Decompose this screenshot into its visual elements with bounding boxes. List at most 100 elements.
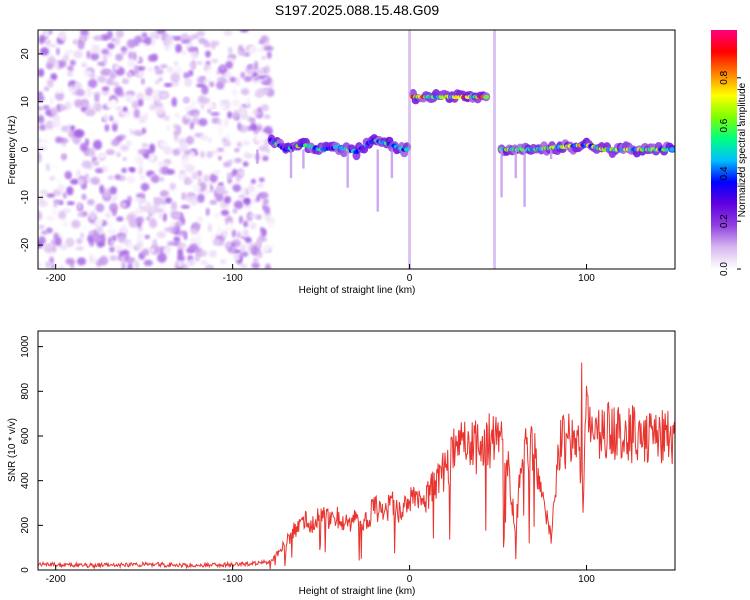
heatmap-cell [218,103,226,109]
heatmap-cell [89,132,94,138]
heatmap-cell [193,112,199,119]
heatmap-cell [216,147,225,153]
heatmap-cell [133,129,141,136]
heatmap-cell [76,88,85,97]
heatmap-cell [129,167,136,173]
heatmap-cell [136,232,144,242]
heatmap-cell [253,32,261,39]
heatmap-cell [219,99,230,105]
heatmap-cell [266,50,272,59]
heatmap-cell [250,118,256,126]
heatmap-cell [126,213,136,222]
heatmap-cell [109,255,118,262]
heatmap-cell [198,250,208,257]
y-tick-label: 0 [20,146,31,152]
heatmap-cell [240,88,250,96]
heatmap-cell [52,209,58,215]
heatmap-cell [121,262,126,269]
heatmap-cell [73,50,83,59]
heatmap-cell [143,259,153,267]
heatmap-cell [115,30,125,39]
heatmap-cell [141,32,148,39]
heatmap-cell [203,41,212,48]
heatmap-cell [182,97,190,103]
heatmap-cell [169,220,176,228]
heatmap-cell [252,198,258,203]
heatmap-cell [240,113,249,120]
heatmap-cell [188,243,199,252]
heatmap-cell [114,174,121,181]
heatmap-cell [186,110,195,116]
heatmap-cell [233,254,241,261]
heatmap-cell [169,182,177,191]
heatmap-cell [73,129,84,138]
heatmap-cell [81,160,92,169]
heatmap-cell [171,97,178,107]
heatmap-cell [110,84,115,92]
heatmap-cell [242,161,249,167]
heatmap-cell [128,51,133,60]
heatmap-cell [184,114,191,120]
heatmap-cell [177,172,187,181]
heatmap-cell [173,212,181,220]
heatmap-cell [158,77,163,82]
heatmap-cell [111,196,117,202]
heatmap-cell [134,197,144,203]
heatmap-cell [190,49,199,60]
heatmap-cell [69,59,76,66]
heatmap-cell [262,198,269,206]
heatmap-cell [173,131,179,142]
heatmap-cell [549,149,553,160]
heatmap-cell [38,106,44,111]
heatmap-cell [106,30,113,40]
heatmap-cell [191,171,198,180]
heatmap-cell [259,88,270,95]
heatmap-cell [177,137,187,145]
heatmap-cell [207,67,212,76]
heatmap-cell [105,149,115,156]
heatmap-cell [170,201,178,211]
heatmap-cell [77,211,84,217]
heatmap-cell [217,155,223,161]
heatmap-cell [218,132,225,138]
heatmap-cell [90,176,100,185]
heatmap-cell [43,243,53,248]
heatmap-cell [57,184,65,192]
heatmap-cell [205,207,210,217]
heatmap-cell [135,216,145,224]
spectrogram-y-label: Frequency (Hz) [7,116,18,185]
heatmap-cell [47,43,57,48]
heatmap-cell [259,192,269,199]
colorbar-gradient [711,30,737,269]
heatmap-cell [182,263,189,269]
heatmap-cell [180,204,190,209]
heatmap-cell [69,84,75,94]
heatmap-cell [234,147,240,153]
heatmap-cell [233,109,239,119]
heatmap-cell [62,138,69,144]
heatmap-cell [197,177,202,185]
heatmap-cell [211,42,216,50]
chart-title: S197.2025.088.15.48.G09 [275,2,439,18]
heatmap-cell [147,54,157,62]
heatmap-cell [249,213,258,219]
x-tick-label: -200 [46,273,66,284]
heatmap-cell [243,220,249,228]
y-tick-label: 600 [20,427,31,444]
heatmap-cell [107,228,117,235]
heatmap-cell [76,257,87,266]
heatmap-cell [196,233,202,242]
heatmap-cell [196,83,205,88]
heatmap-cell [267,220,274,229]
heatmap-cell [217,119,222,127]
heatmap-cell [154,102,164,108]
heatmap-cell [82,98,88,108]
heatmap-cell [81,193,87,201]
heatmap-cell [252,71,258,78]
heatmap-cell [116,216,124,222]
heatmap-cell [115,245,123,250]
heatmap-cell [260,132,268,138]
heatmap-cell [159,64,168,69]
heatmap-cell [237,49,246,56]
heatmap-cell [67,71,73,77]
